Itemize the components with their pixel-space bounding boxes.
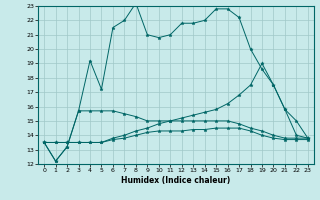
X-axis label: Humidex (Indice chaleur): Humidex (Indice chaleur) [121,176,231,185]
